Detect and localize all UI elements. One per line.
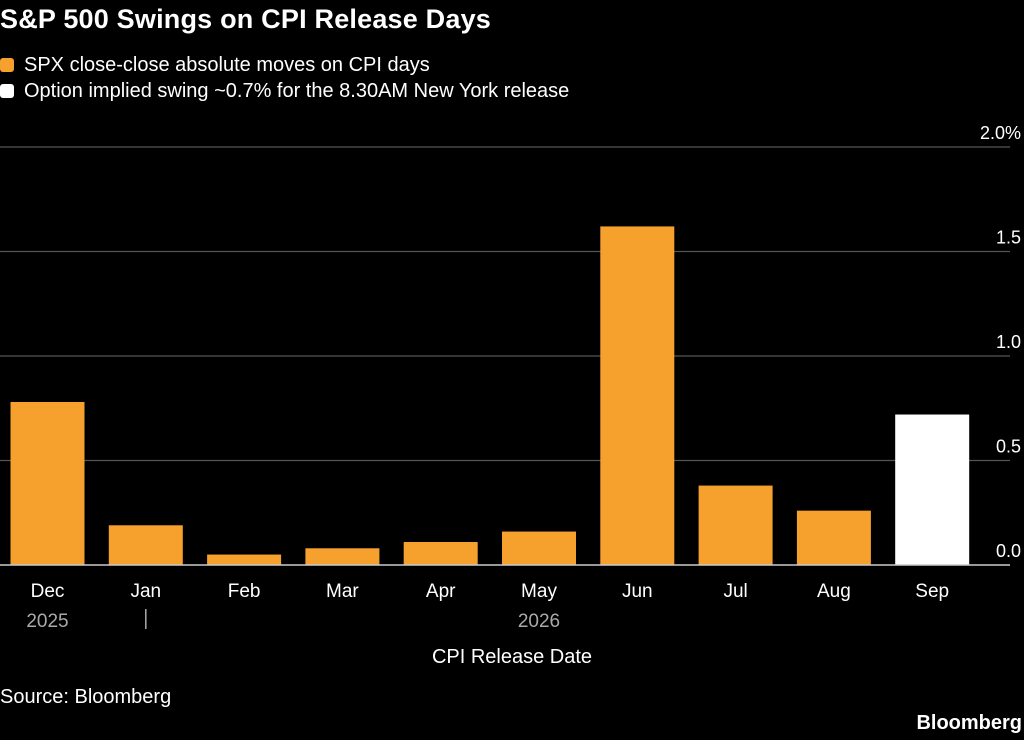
bar-chart: 0.0 0.5 1.0 1.5 2.0% Dec Jan Feb Mar Apr May Jun Jul…	[0, 123, 1021, 630]
x-tick-label: Sep	[915, 581, 949, 602]
y-tick-label: 0.5	[996, 437, 1021, 457]
year-label: 2026	[518, 611, 560, 630]
bar	[207, 554, 282, 565]
x-tick-label: Mar	[326, 581, 359, 602]
x-tick-label: Apr	[426, 581, 456, 602]
legend-item-implied-swing: Option implied swing ~0.7% for the 8.30A…	[0, 78, 569, 104]
bar	[502, 531, 576, 565]
y-tick-label: 0.0	[996, 541, 1021, 561]
bar	[600, 226, 675, 566]
legend-item-spx-moves: SPX close-close absolute moves on CPI da…	[0, 52, 569, 78]
year-label: 2025	[26, 611, 68, 630]
x-axis-title: CPI Release Date	[431, 646, 593, 668]
bar	[895, 414, 970, 565]
x-tick-label: Jul	[723, 581, 747, 602]
y-tick-label: 1.5	[996, 228, 1021, 248]
legend-label-implied-swing: Option implied swing ~0.7% for the 8.30A…	[24, 80, 570, 102]
y-tick-label: 1.0	[996, 332, 1021, 352]
x-tick-label: Aug	[817, 581, 851, 602]
bar	[305, 548, 380, 565]
legend-label-spx-moves: SPX close-close absolute moves on CPI da…	[24, 54, 430, 76]
x-tick-label: Jan	[130, 581, 161, 602]
bar	[698, 485, 773, 565]
legend: SPX close-close absolute moves on CPI da…	[0, 52, 569, 104]
legend-swatch-white	[0, 84, 14, 98]
bloomberg-logo: Bloomberg	[916, 712, 1022, 734]
bar	[108, 525, 183, 565]
x-tick-label: May	[521, 581, 557, 602]
bar	[796, 510, 871, 565]
bar	[403, 542, 478, 565]
bar	[10, 401, 85, 565]
source-note: Source: Bloomberg	[0, 686, 172, 708]
legend-swatch-orange	[0, 58, 14, 72]
x-tick-label: Dec	[31, 581, 65, 602]
x-tick-label: Jun	[622, 581, 653, 602]
y-tick-label: 2.0%	[980, 123, 1021, 143]
chart-title: S&P 500 Swings on CPI Release Days	[0, 4, 492, 34]
x-tick-label: Feb	[228, 581, 261, 602]
